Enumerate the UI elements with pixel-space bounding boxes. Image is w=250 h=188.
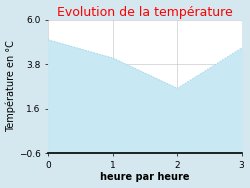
Y-axis label: Température en °C: Température en °C xyxy=(6,40,16,132)
X-axis label: heure par heure: heure par heure xyxy=(100,172,190,182)
Title: Evolution de la température: Evolution de la température xyxy=(57,6,233,19)
